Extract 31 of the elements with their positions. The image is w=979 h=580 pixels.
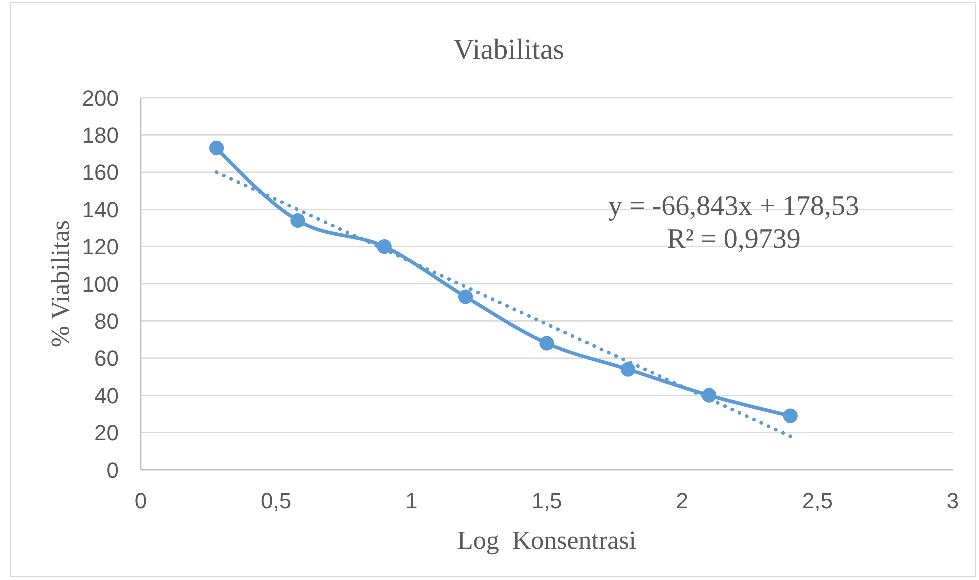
y-axis-title: % Viabilitas <box>45 220 76 348</box>
point <box>209 140 224 156</box>
y-tick-label: 140 <box>82 197 119 222</box>
x-tick-label: 1,5 <box>532 488 562 514</box>
y-tick-label: 100 <box>82 272 119 297</box>
chart-title: Viabilitas <box>452 33 566 67</box>
y-tick-label: 120 <box>82 234 119 260</box>
x-tick-label: 2,5 <box>802 488 833 514</box>
y-tick-label: 160 <box>82 160 119 186</box>
point <box>540 336 554 351</box>
x-tick-label: 0,5 <box>261 488 292 514</box>
point <box>783 408 798 424</box>
x-tick-label: 1 <box>406 488 418 514</box>
point <box>620 362 636 377</box>
y-tick-label: 0 <box>106 458 119 483</box>
annotation: y = -66,843x + 178,53 <box>608 190 860 223</box>
y-tick-label: 180 <box>82 123 119 148</box>
point <box>702 388 717 403</box>
point <box>458 290 474 304</box>
annotation: R² = 0,9739 <box>666 223 802 256</box>
y-tick-label: 60 <box>94 346 119 372</box>
x-tick-label: 2 <box>676 488 688 514</box>
point <box>290 213 306 228</box>
y-tick-label: 20 <box>94 420 119 446</box>
y-tick-label: 40 <box>94 383 119 408</box>
x-tick-label: 0 <box>134 488 148 514</box>
point <box>377 240 392 254</box>
y-tick-label: 200 <box>82 86 119 111</box>
y-tick-label: 80 <box>94 309 119 334</box>
x-tick-label: 3 <box>946 488 960 514</box>
x-axis-title: Log Konsentrasi <box>456 525 638 557</box>
